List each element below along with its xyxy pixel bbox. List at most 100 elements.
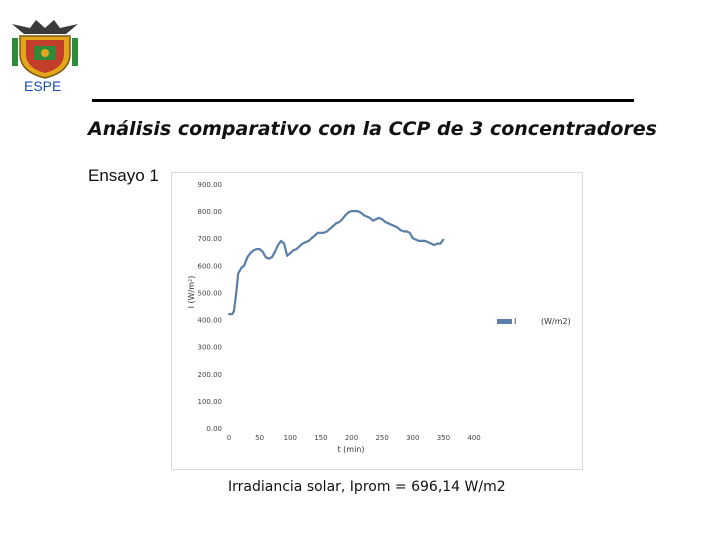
x-tick-label: 250 xyxy=(375,434,388,442)
data-point xyxy=(295,248,298,251)
data-point xyxy=(292,249,295,252)
irradiance-chart: 0.00 100.00 200.00 300.00 400.00 500.00 600.00… xyxy=(187,181,571,454)
data-point xyxy=(277,244,279,246)
x-tick-label: 350 xyxy=(437,434,450,442)
page-title: Análisis comparativo con la CCP de 3 con… xyxy=(88,118,657,140)
y-tick-label: 800.00 xyxy=(198,208,223,216)
data-point xyxy=(329,227,332,230)
data-point xyxy=(322,231,325,234)
data-point xyxy=(381,218,384,221)
data-point xyxy=(436,242,439,245)
series-line-irradiance xyxy=(229,210,445,316)
x-tick-label: 150 xyxy=(314,434,327,442)
y-tick-label: 700.00 xyxy=(198,235,223,243)
data-point xyxy=(368,216,371,219)
data-point xyxy=(316,231,319,234)
x-tick-label: 100 xyxy=(284,434,297,442)
data-point xyxy=(267,257,270,260)
data-point xyxy=(289,252,292,255)
data-point xyxy=(232,310,235,313)
data-point xyxy=(356,210,359,213)
data-point xyxy=(347,211,350,214)
data-point xyxy=(375,218,377,221)
data-point xyxy=(417,239,420,242)
data-point xyxy=(353,210,356,213)
data-point xyxy=(301,242,304,245)
data-point xyxy=(414,238,417,241)
data-point xyxy=(344,214,347,217)
data-point xyxy=(280,239,283,242)
test-label: Ensayo 1 xyxy=(88,166,159,185)
logo-text: ESPE xyxy=(24,78,62,94)
data-point xyxy=(228,313,230,316)
data-point xyxy=(273,250,276,253)
data-point xyxy=(390,223,393,226)
data-point xyxy=(249,252,252,255)
data-point xyxy=(258,248,261,251)
data-point xyxy=(430,242,433,245)
series-points xyxy=(228,210,445,316)
legend-swatch xyxy=(497,319,512,324)
y-tick-label: 600.00 xyxy=(198,262,223,270)
data-point xyxy=(243,264,246,267)
x-tick-label: 50 xyxy=(255,434,264,442)
data-point xyxy=(307,239,310,242)
data-point xyxy=(252,249,255,252)
data-point xyxy=(335,222,338,225)
data-point xyxy=(405,230,408,233)
data-point xyxy=(341,218,344,221)
data-point xyxy=(350,210,353,213)
x-tick-label: 300 xyxy=(406,434,419,442)
data-point xyxy=(313,234,316,237)
data-point xyxy=(319,231,322,234)
data-point xyxy=(433,244,436,246)
data-point xyxy=(298,245,301,248)
data-point xyxy=(237,272,240,275)
data-point xyxy=(420,239,423,242)
data-point xyxy=(255,248,258,251)
data-point xyxy=(384,221,387,223)
x-axis: 0 50 100 150 200 250 300 350 400 xyxy=(227,434,481,442)
data-point xyxy=(235,291,238,294)
data-point xyxy=(427,241,430,244)
data-point xyxy=(310,237,313,240)
data-point xyxy=(399,229,402,232)
data-point xyxy=(338,221,341,223)
data-point xyxy=(442,238,445,241)
data-point xyxy=(411,237,414,240)
x-tick-label: 0 xyxy=(227,434,231,442)
y-tick-label: 200.00 xyxy=(198,371,223,379)
legend-entry-name: I xyxy=(514,317,516,326)
data-point xyxy=(261,250,264,253)
legend-entry-unit: (W/m2) xyxy=(541,317,571,326)
data-point xyxy=(240,267,243,269)
data-point xyxy=(393,225,396,227)
data-point xyxy=(246,256,249,259)
data-point xyxy=(304,241,307,244)
data-point xyxy=(362,214,365,217)
data-point xyxy=(326,230,328,233)
data-point xyxy=(439,242,442,245)
data-point xyxy=(378,216,381,219)
data-point xyxy=(371,219,374,222)
data-point xyxy=(396,226,399,229)
x-axis-label: t (min) xyxy=(337,445,364,454)
y-axis: 0.00 100.00 200.00 300.00 400.00 500.00 600.00… xyxy=(198,181,223,433)
y-tick-label: 400.00 xyxy=(198,317,223,325)
data-point xyxy=(286,254,289,257)
espe-logo xyxy=(12,20,78,79)
data-point xyxy=(359,211,362,214)
title-rule xyxy=(92,99,634,102)
data-point xyxy=(264,256,267,259)
y-axis-label: I (W/m²) xyxy=(187,276,196,309)
data-point xyxy=(408,231,411,234)
data-point xyxy=(270,256,273,259)
y-tick-label: 300.00 xyxy=(198,344,223,352)
y-tick-label: 0.00 xyxy=(206,425,222,433)
x-tick-label: 200 xyxy=(345,434,358,442)
data-point xyxy=(402,230,405,233)
data-point xyxy=(231,313,234,316)
chart-caption: Irradiancia solar, Iprom = 696,14 W/m2 xyxy=(228,479,506,495)
data-point xyxy=(283,242,286,245)
x-tick-label: 400 xyxy=(467,434,480,442)
